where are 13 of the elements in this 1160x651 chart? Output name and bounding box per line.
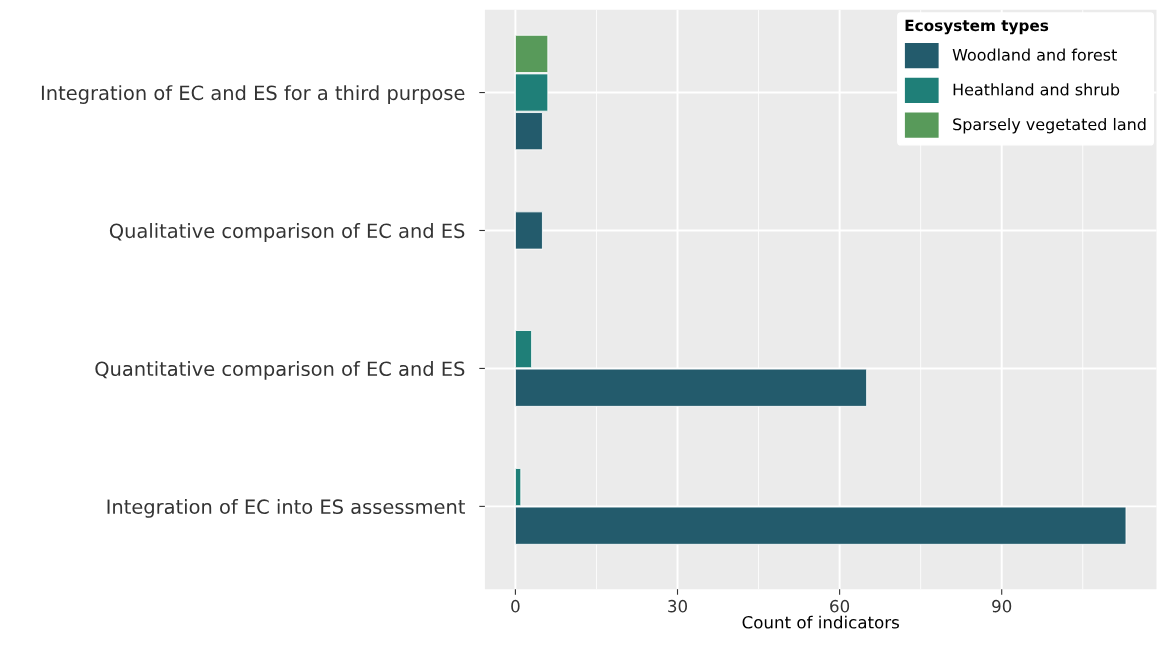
- y-tick-label: Integration of EC and ES for a third purpose: [41, 85, 465, 104]
- x-tick-label: 0: [511, 599, 520, 613]
- legend-title: Ecosystem types: [905, 19, 1049, 35]
- y-tick-label: Integration of EC into ES assessment: [107, 499, 465, 518]
- legend-label: Sparsely vegetated land: [953, 117, 1146, 134]
- x-axis-title: Count of indicators: [742, 615, 899, 629]
- x-tick-label: 90: [992, 599, 1012, 613]
- x-tick-label: 60: [830, 599, 850, 613]
- legend-label: Woodland and forest: [952, 48, 1117, 61]
- y-tick-label: Quantitative comparison of EC and ES: [95, 361, 465, 380]
- legend-label: Heathland and shrub: [953, 83, 1120, 96]
- y-tick-label: Qualitative comparison of EC and ES: [109, 223, 465, 242]
- x-tick-label: 30: [668, 599, 688, 613]
